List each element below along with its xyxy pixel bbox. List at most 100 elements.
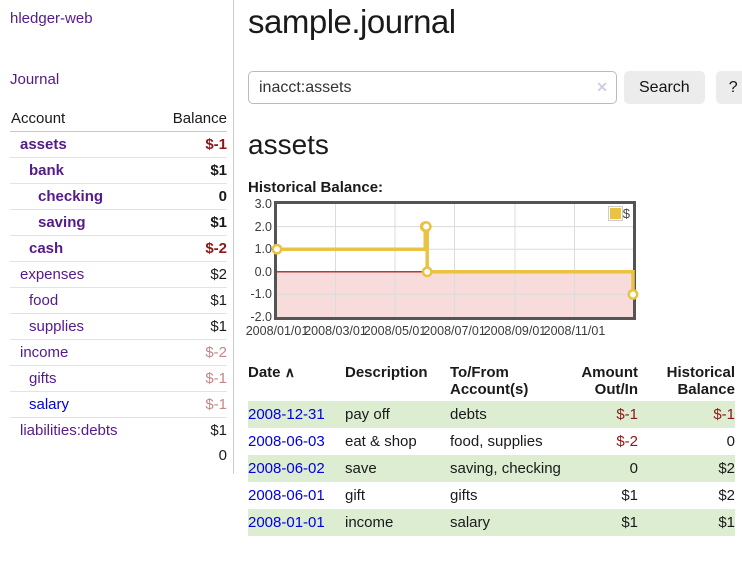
account-link[interactable]: salary bbox=[29, 396, 70, 413]
transaction-balance: 0 bbox=[726, 433, 735, 450]
account-row: bank $1 bbox=[10, 157, 227, 184]
transaction-row: 2008-12-31 pay off debts $-1 $-1 bbox=[248, 401, 735, 428]
txn-header-tofrom: To/From Account(s) bbox=[450, 364, 529, 398]
account-row: food $1 bbox=[10, 287, 227, 314]
transactions-table-body: 2008-12-31 pay off debts $-1 $-1 2008-06-03 ea… bbox=[248, 401, 735, 536]
account-balance: 0 bbox=[153, 183, 227, 210]
transaction-accounts: food, supplies bbox=[450, 433, 543, 450]
x-tick-label: 2008/01/01 bbox=[245, 324, 309, 338]
account-balance: $-1 bbox=[205, 136, 227, 153]
clear-search-icon[interactable]: ✕ bbox=[596, 79, 608, 95]
transaction-row: 2008-06-03 eat & shop food, supplies $-2 0 bbox=[248, 428, 735, 455]
chart-legend: $ bbox=[607, 206, 630, 221]
account-link[interactable]: liabilities:debts bbox=[20, 422, 118, 439]
transactions-table: Date ∧ Description To/From Account(s) Am… bbox=[248, 361, 735, 536]
transaction-accounts: salary bbox=[450, 514, 491, 531]
account-link[interactable]: checking bbox=[38, 188, 104, 205]
chart-canvas bbox=[271, 204, 639, 317]
account-row: saving $1 bbox=[10, 209, 227, 236]
accounts-table-body: assets $-1 bank $1 checking 0 saving $1 cash $-2 e… bbox=[10, 132, 227, 443]
transaction-description: income bbox=[345, 514, 394, 531]
account-link[interactable]: saving bbox=[38, 214, 86, 231]
transaction-balance: $-1 bbox=[713, 406, 735, 423]
account-row: checking 0 bbox=[10, 183, 227, 210]
account-row: gifts $-1 bbox=[10, 365, 227, 392]
transaction-balance: $2 bbox=[718, 487, 735, 504]
transaction-accounts: saving, checking bbox=[450, 460, 561, 477]
x-tick-label: 2008/05/01 bbox=[363, 324, 427, 338]
accounts-total-row: 0 bbox=[10, 443, 227, 468]
accounts-table: Account Balance assets $-1 bank $1 checking 0… bbox=[10, 107, 227, 468]
chart-plot-area[interactable]: $ bbox=[271, 201, 639, 320]
legend-label: $ bbox=[622, 206, 630, 221]
account-link[interactable]: income bbox=[20, 344, 69, 361]
account-balance: $-2 bbox=[153, 235, 227, 262]
transaction-accounts: gifts bbox=[450, 487, 478, 504]
search-input[interactable] bbox=[248, 71, 617, 104]
transaction-description: eat & shop bbox=[345, 433, 417, 450]
legend-swatch bbox=[609, 208, 621, 219]
transaction-amount: $1 bbox=[621, 514, 638, 531]
x-tick-label: 2008/11/01 bbox=[543, 324, 606, 338]
search-form: ✕ Search ? bbox=[248, 71, 742, 104]
page: hledger-web Journal Account Balance asse… bbox=[0, 0, 742, 536]
x-tick-label: 2008/03/01 bbox=[304, 324, 367, 338]
transaction-row: 2008-06-01 gift gifts $1 $2 bbox=[248, 482, 735, 509]
transaction-description: save bbox=[345, 460, 377, 477]
txn-header-amount: Amount Out/In bbox=[581, 364, 638, 398]
sidebar: hledger-web Journal Account Balance asse… bbox=[0, 0, 234, 474]
account-row: cash $-2 bbox=[10, 235, 227, 262]
transaction-date-link[interactable]: 2008-06-03 bbox=[248, 433, 325, 450]
transaction-balance: $1 bbox=[718, 514, 735, 531]
account-row: salary $-1 bbox=[10, 391, 227, 418]
account-balance: $1 bbox=[153, 313, 227, 340]
transaction-accounts: debts bbox=[450, 406, 487, 423]
accounts-header-balance: Balance bbox=[153, 107, 227, 132]
account-balance: $2 bbox=[153, 261, 227, 288]
account-link[interactable]: gifts bbox=[29, 370, 57, 387]
account-link[interactable]: supplies bbox=[29, 318, 85, 335]
page-title: sample.journal bbox=[248, 3, 456, 40]
account-row: income $-2 bbox=[10, 339, 227, 366]
chart-title: Historical Balance: bbox=[248, 179, 384, 196]
account-balance: $-1 bbox=[153, 391, 227, 418]
sort-ascending-icon: ∧ bbox=[284, 364, 295, 380]
transaction-date-link[interactable]: 2008-12-31 bbox=[248, 406, 325, 423]
account-row: supplies $1 bbox=[10, 313, 227, 340]
x-tick-label: 2008/09/01 bbox=[483, 324, 547, 338]
account-balance: $-2 bbox=[153, 339, 227, 366]
help-button[interactable]: ? bbox=[715, 71, 742, 104]
transaction-amount: 0 bbox=[629, 460, 638, 477]
txn-header-description: Description bbox=[345, 364, 428, 381]
transaction-row: 2008-06-02 save saving, checking 0 $2 bbox=[248, 455, 735, 482]
transaction-balance: $2 bbox=[718, 460, 735, 477]
account-balance: $1 bbox=[153, 287, 227, 314]
transaction-amount: $-1 bbox=[616, 406, 638, 423]
account-balance: $-1 bbox=[153, 365, 227, 392]
account-row: assets $-1 bbox=[10, 132, 227, 158]
transaction-date-link[interactable]: 2008-01-01 bbox=[248, 514, 325, 531]
account-heading: assets bbox=[248, 129, 329, 160]
transaction-date-link[interactable]: 2008-06-01 bbox=[248, 487, 325, 504]
accounts-total-value: 0 bbox=[218, 447, 227, 464]
transaction-description: pay off bbox=[345, 406, 390, 423]
y-tick-label: 0.0 bbox=[254, 264, 272, 279]
y-tick-label: 2.0 bbox=[254, 219, 272, 234]
search-button[interactable]: Search bbox=[624, 71, 705, 104]
account-balance: $1 bbox=[153, 417, 227, 443]
account-link[interactable]: bank bbox=[29, 162, 65, 179]
transaction-date-link[interactable]: 2008-06-02 bbox=[248, 460, 325, 477]
search-input-wrap: ✕ bbox=[248, 71, 617, 104]
account-link[interactable]: assets bbox=[20, 136, 67, 153]
x-tick-label: 2008/07/01 bbox=[423, 324, 486, 338]
account-balance: $1 bbox=[153, 209, 227, 236]
transaction-description: gift bbox=[345, 487, 366, 504]
transaction-amount: $1 bbox=[621, 487, 638, 504]
account-link[interactable]: cash bbox=[29, 240, 64, 257]
account-link[interactable]: expenses bbox=[20, 266, 85, 283]
txn-header-date[interactable]: Date ∧ bbox=[248, 364, 295, 381]
account-link[interactable]: food bbox=[29, 292, 59, 309]
sidebar-item-journal[interactable]: Journal bbox=[10, 71, 60, 88]
app-title-link[interactable]: hledger-web bbox=[10, 10, 93, 27]
y-tick-label: 1.0 bbox=[254, 242, 272, 257]
